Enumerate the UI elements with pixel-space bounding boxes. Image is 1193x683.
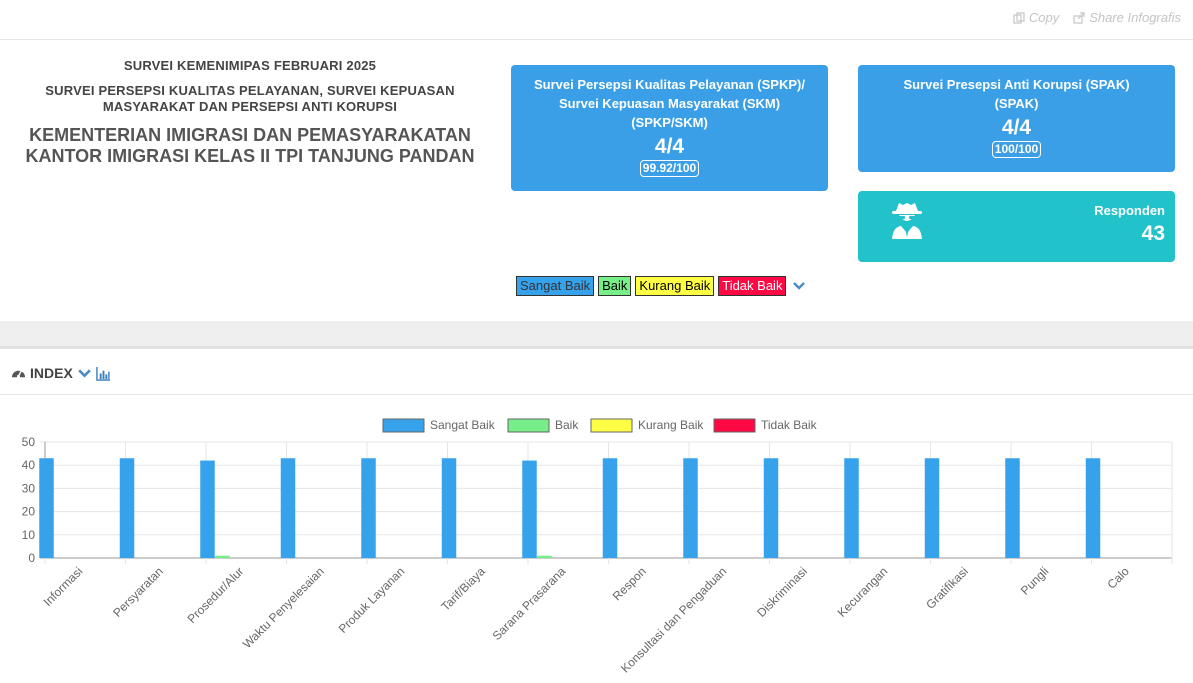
legend-label-2: Kurang Baik — [638, 418, 704, 432]
user-secret-icon — [892, 203, 922, 239]
spak-title-line1: Survei Presepsi Anti Korupsi (SPAK) — [903, 77, 1130, 92]
responden-card: Responden 43 — [858, 191, 1175, 262]
rating-legend: Sangat Baik Baik Kurang Baik Tidak Baik — [516, 276, 806, 296]
copy-button[interactable]: Copy — [1013, 10, 1059, 25]
bar-sangat-baik-8 — [683, 458, 698, 558]
x-tick-label: Informasi — [41, 564, 86, 609]
badge-kurang-baik: Kurang Baik — [635, 276, 715, 296]
x-tick-label: Sarana Prasarana — [490, 564, 569, 643]
share-label: Share Infografis — [1089, 10, 1181, 25]
index-bar-chart: Sangat Baik Baik Kurang Baik Tidak Baik 0 10 2… — [22, 418, 1173, 676]
copy-label: Copy — [1028, 10, 1060, 25]
index-header: INDEX — [0, 352, 1193, 395]
chevron-down-icon[interactable] — [77, 366, 92, 381]
spak-score: 4/4 — [1001, 116, 1032, 139]
survey-subtitle: SURVEI PERSEPSI KUALITAS PELAYANAN, SURV… — [45, 83, 455, 114]
legend-swatch-0 — [382, 418, 425, 433]
x-tick-label: Respon — [610, 564, 649, 603]
office-name: KANTOR IMIGRASI KELAS II TPI TANJUNG PAN… — [25, 146, 475, 166]
y-tick-label: 50 — [22, 435, 36, 449]
legend-label-3: Tidak Baik — [761, 418, 818, 432]
spkp-title-line1: Survei Persepsi Kualitas Pelayanan (SPKP… — [534, 77, 805, 92]
badge-baik: Baik — [598, 276, 632, 296]
copy-icon — [1013, 11, 1025, 24]
share-infografis-button[interactable]: Share Infografis — [1073, 10, 1181, 25]
bar-sangat-baik-4 — [361, 458, 376, 558]
index-label: INDEX — [30, 365, 73, 381]
bar-sangat-baik-3 — [280, 458, 296, 558]
x-tick-label: Produk Layanan — [336, 564, 408, 636]
bar-sangat-baik-7 — [602, 458, 618, 558]
x-tick-label: Pungli — [1018, 564, 1051, 597]
x-tick-label: Tarif/Biaya — [438, 564, 488, 614]
y-tick-label: 20 — [22, 505, 36, 519]
y-tick-label: 0 — [28, 551, 35, 565]
y-tick-label: 40 — [22, 458, 36, 472]
spak-title-line2: (SPAK) — [994, 96, 1039, 111]
bar-sangat-baik-11 — [924, 458, 940, 558]
x-tick-label: Diskriminasi — [754, 564, 810, 620]
spkp-card: Survei Persepsi Kualitas Pelayanan (SPKP… — [511, 65, 828, 191]
survey-header: SURVEI KEMENIMIPAS FEBRUARI 2025 SURVEI … — [20, 58, 480, 167]
bar-chart-icon[interactable] — [96, 366, 111, 381]
x-tick-label: Gratifikasi — [923, 564, 971, 612]
share-icon — [1073, 11, 1085, 24]
legend-swatch-1 — [507, 418, 550, 433]
x-tick-label: Kecurangan — [835, 564, 891, 620]
legend-swatch-3 — [713, 418, 756, 433]
legend-swatch-2 — [590, 418, 633, 433]
x-tick-label: Prosedur/Alur — [185, 564, 247, 626]
bar-sangat-baik-12 — [1005, 458, 1020, 558]
bar-sangat-baik-10 — [844, 458, 859, 558]
spkp-title-line3: (SPKP/SKM) — [631, 115, 708, 130]
legend-label-1: Baik — [555, 418, 579, 432]
bar-sangat-baik-9 — [763, 458, 779, 558]
bar-sangat-baik-6 — [522, 460, 537, 558]
top-bar: Copy Share Infografis — [0, 0, 1193, 40]
x-tick-label: Waktu Penyelesaian — [240, 564, 327, 651]
spkp-title-line2: Survei Kepuasan Masyarakat (SKM) — [558, 96, 781, 111]
ministry-name: KEMENTERIAN IMIGRASI DAN PEMASYARAKATAN — [29, 125, 471, 145]
bar-sangat-baik-2 — [200, 460, 215, 558]
bar-sangat-baik-5 — [441, 458, 457, 558]
top-actions: Copy Share Infografis — [1013, 10, 1181, 25]
spak-card: Survei Presepsi Anti Korupsi (SPAK) (SPA… — [858, 65, 1175, 172]
y-tick-label: 10 — [22, 528, 36, 542]
bar-baik-2 — [215, 555, 230, 558]
badge-sangat-baik: Sangat Baik — [516, 276, 595, 296]
section-divider — [0, 321, 1193, 349]
badge-tidak-baik: Tidak Baik — [718, 276, 787, 296]
responden-count: 43 — [1141, 222, 1165, 245]
legend-label-0: Sangat Baik — [430, 418, 496, 432]
survey-title: SURVEI KEMENIMIPAS FEBRUARI 2025 — [123, 58, 377, 73]
bar-sangat-baik-13 — [1085, 458, 1101, 558]
bar-baik-6 — [537, 555, 552, 558]
responden-label: Responden — [1094, 203, 1165, 218]
y-tick-label: 30 — [22, 481, 36, 495]
spak-badge: 100/100 — [991, 141, 1042, 158]
spkp-score: 4/4 — [654, 135, 685, 158]
x-tick-label: Calo — [1105, 564, 1133, 592]
chevron-down-icon[interactable] — [792, 279, 806, 293]
spkp-badge: 99.92/100 — [639, 160, 700, 177]
x-tick-label: Persyaratan — [110, 564, 166, 620]
index-chart: Sangat Baik Baik Kurang Baik Tidak Baik 0 10 2… — [0, 405, 1193, 683]
bar-sangat-baik-1 — [119, 458, 135, 558]
bar-sangat-baik-0 — [39, 458, 54, 558]
dashboard-icon — [11, 369, 26, 378]
